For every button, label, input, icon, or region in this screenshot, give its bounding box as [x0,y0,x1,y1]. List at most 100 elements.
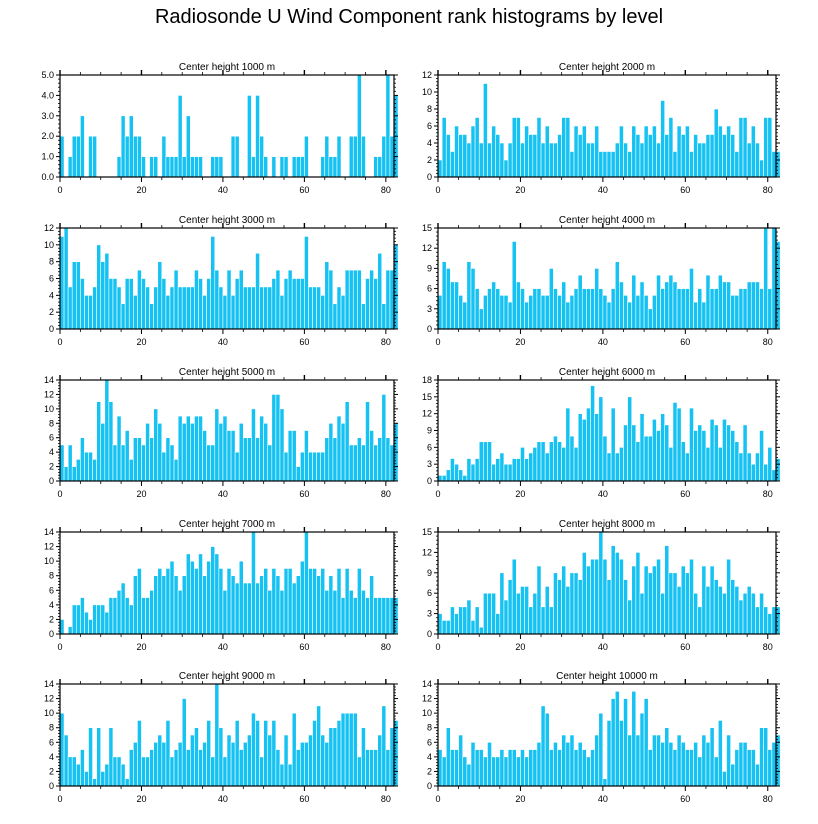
bar [693,134,698,178]
bar [524,301,529,330]
x-tick-label: 40 [218,337,228,347]
bar [697,288,703,330]
bar [312,286,317,330]
x-tick-label: 0 [435,489,440,499]
bar [283,451,289,482]
bar [312,451,317,482]
bar [75,459,81,482]
bar [722,281,727,330]
bar [652,418,657,482]
bar [573,447,579,482]
bar [100,771,106,787]
bar [755,452,760,482]
bar [177,415,183,482]
bar [157,261,163,330]
bar [108,278,114,330]
bar [553,435,558,482]
bar [639,413,645,482]
x-tick-label: 20 [136,337,146,347]
bar [437,475,443,482]
bar [656,430,661,482]
bar [190,734,195,787]
plot-frame [437,683,777,787]
panel-3: Center height 3000 m 0 2 4 6 8 10 12 0 20 40 60 80 [44,215,399,347]
bar [445,469,451,482]
bar [96,604,102,635]
bar [328,422,334,482]
bar [524,458,529,482]
bar [441,756,447,787]
bar [291,430,297,482]
bar [581,125,587,178]
plot-frame [437,531,777,635]
bar [328,727,334,787]
bar [71,604,77,635]
bar [627,301,633,330]
bar [540,142,546,178]
bar [259,286,264,330]
bar [324,589,330,635]
bar [746,749,752,787]
bar [210,236,216,330]
bar [730,430,736,482]
bar [548,749,554,787]
bar [112,756,118,787]
bar [316,575,321,635]
bar [602,435,608,482]
bar [610,288,616,330]
bar [255,252,260,330]
bar [222,589,228,635]
bar [767,288,773,330]
bar [474,606,480,635]
bar [454,463,459,482]
bar [393,244,399,330]
bar [230,430,236,482]
bar [598,712,604,787]
bar [300,278,305,330]
bar [573,288,579,330]
y-tick-label: 3 [427,609,432,619]
bar [450,749,455,787]
bar [722,418,727,482]
bar [664,545,670,635]
bar [332,156,338,178]
bar [247,582,252,635]
bar [462,756,468,787]
bar [660,741,666,787]
bar [594,413,600,482]
bar [210,444,216,482]
bar [511,749,517,787]
bar [190,156,195,178]
panel-title: Center height 6000 m [559,367,655,378]
bar [104,763,110,787]
bar [385,269,391,330]
bar [267,734,273,787]
bar [755,142,760,178]
bar [672,572,678,635]
y-tick-label: 14 [44,679,54,689]
bar [767,749,773,787]
bar [137,135,142,178]
bar [705,741,711,787]
bar [214,408,220,482]
bar [218,568,224,635]
bar [713,288,719,330]
bar [365,597,370,635]
bar [697,142,703,178]
bar [581,418,587,482]
bar [344,568,350,635]
bar [598,531,604,635]
bar [120,115,126,178]
bar [577,741,583,787]
bar [287,430,293,482]
bar [104,252,110,330]
x-tick-label: 20 [136,489,146,499]
y-tick-label: 2 [49,614,54,624]
bar [606,720,612,787]
y-tick-label: 10 [44,556,54,566]
bar [569,572,575,635]
bar [561,281,567,330]
bar [437,295,443,330]
bar [92,778,97,787]
bar [92,604,97,635]
